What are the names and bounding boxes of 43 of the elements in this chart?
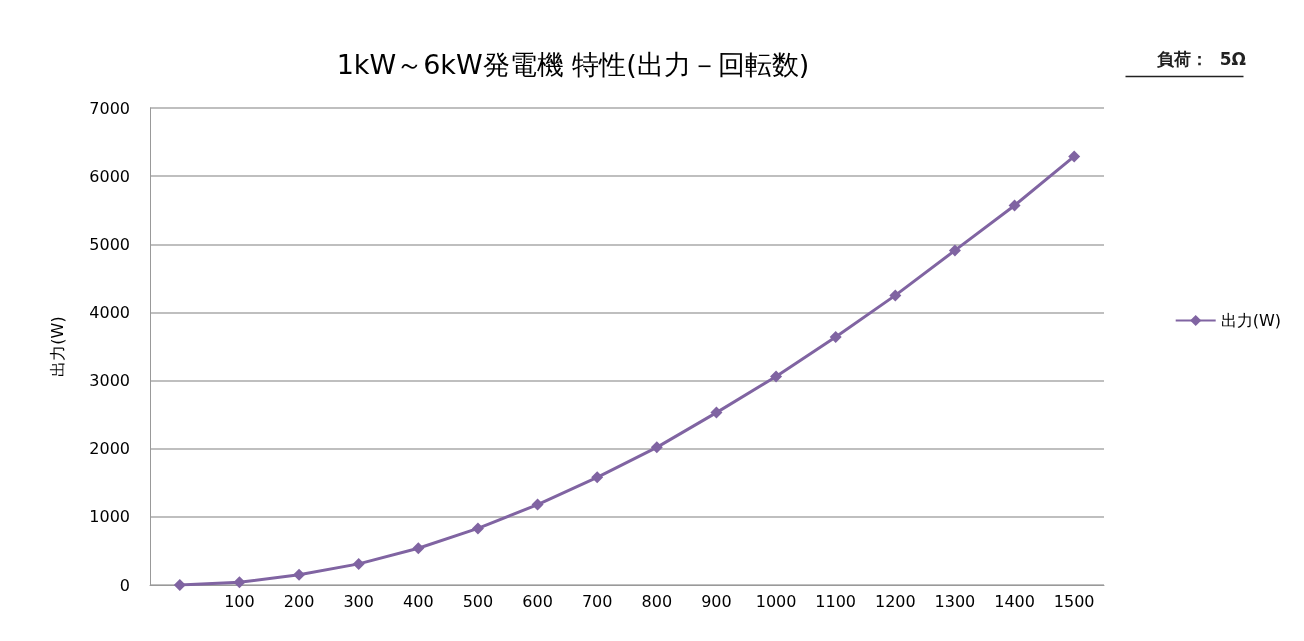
point <box>293 568 306 581</box>
point <box>352 557 365 570</box>
point <box>1068 150 1081 163</box>
point <box>829 330 842 343</box>
x-tick-label: 100 <box>224 591 255 611</box>
x-tick-label: 500 <box>462 591 494 611</box>
x-tick-label: 1000 <box>755 591 797 611</box>
y-tick-label: 1000 <box>89 507 130 527</box>
point <box>710 406 723 419</box>
x-tick-label: 600 <box>522 591 553 611</box>
x-tick-label: 1300 <box>934 591 976 611</box>
x-tick-label: 1400 <box>994 591 1035 611</box>
x-tick-label: 1500 <box>1053 591 1095 611</box>
y-axis-title: 出力(W) <box>47 316 67 377</box>
y-tick-label: 6000 <box>89 166 130 186</box>
point <box>471 522 484 535</box>
point <box>889 289 902 302</box>
y-tick-label: 4000 <box>89 302 130 322</box>
y-tick-label: 5000 <box>89 234 130 254</box>
x-tick-label: 400 <box>403 591 434 611</box>
point <box>173 579 186 591</box>
y-tick-label: 3000 <box>89 371 130 391</box>
x-tick-label: 200 <box>283 591 315 611</box>
x-tick-label: 900 <box>701 591 732 611</box>
point <box>412 542 425 555</box>
x-tick-label: 1200 <box>874 591 916 611</box>
point <box>591 471 604 484</box>
point <box>1008 199 1021 212</box>
point <box>650 441 663 454</box>
x-tick-label: 1100 <box>815 591 857 611</box>
x-tick-label: 700 <box>581 591 613 611</box>
y-tick-label: 7000 <box>89 98 130 118</box>
legend-label: 出力(W) <box>1220 311 1282 330</box>
y-tick-label: 0 <box>119 575 130 595</box>
point <box>770 370 783 383</box>
x-tick-label: 300 <box>343 591 374 611</box>
y-tick-label: 2000 <box>89 439 130 459</box>
point <box>948 244 961 257</box>
point <box>233 576 246 589</box>
chart-title: 1kW～6kW発電機 特性(出力－回転数) <box>336 49 810 80</box>
x-tick-label: 800 <box>641 591 673 611</box>
point <box>531 498 544 511</box>
text: 負荷： 5Ω <box>1156 48 1247 69</box>
